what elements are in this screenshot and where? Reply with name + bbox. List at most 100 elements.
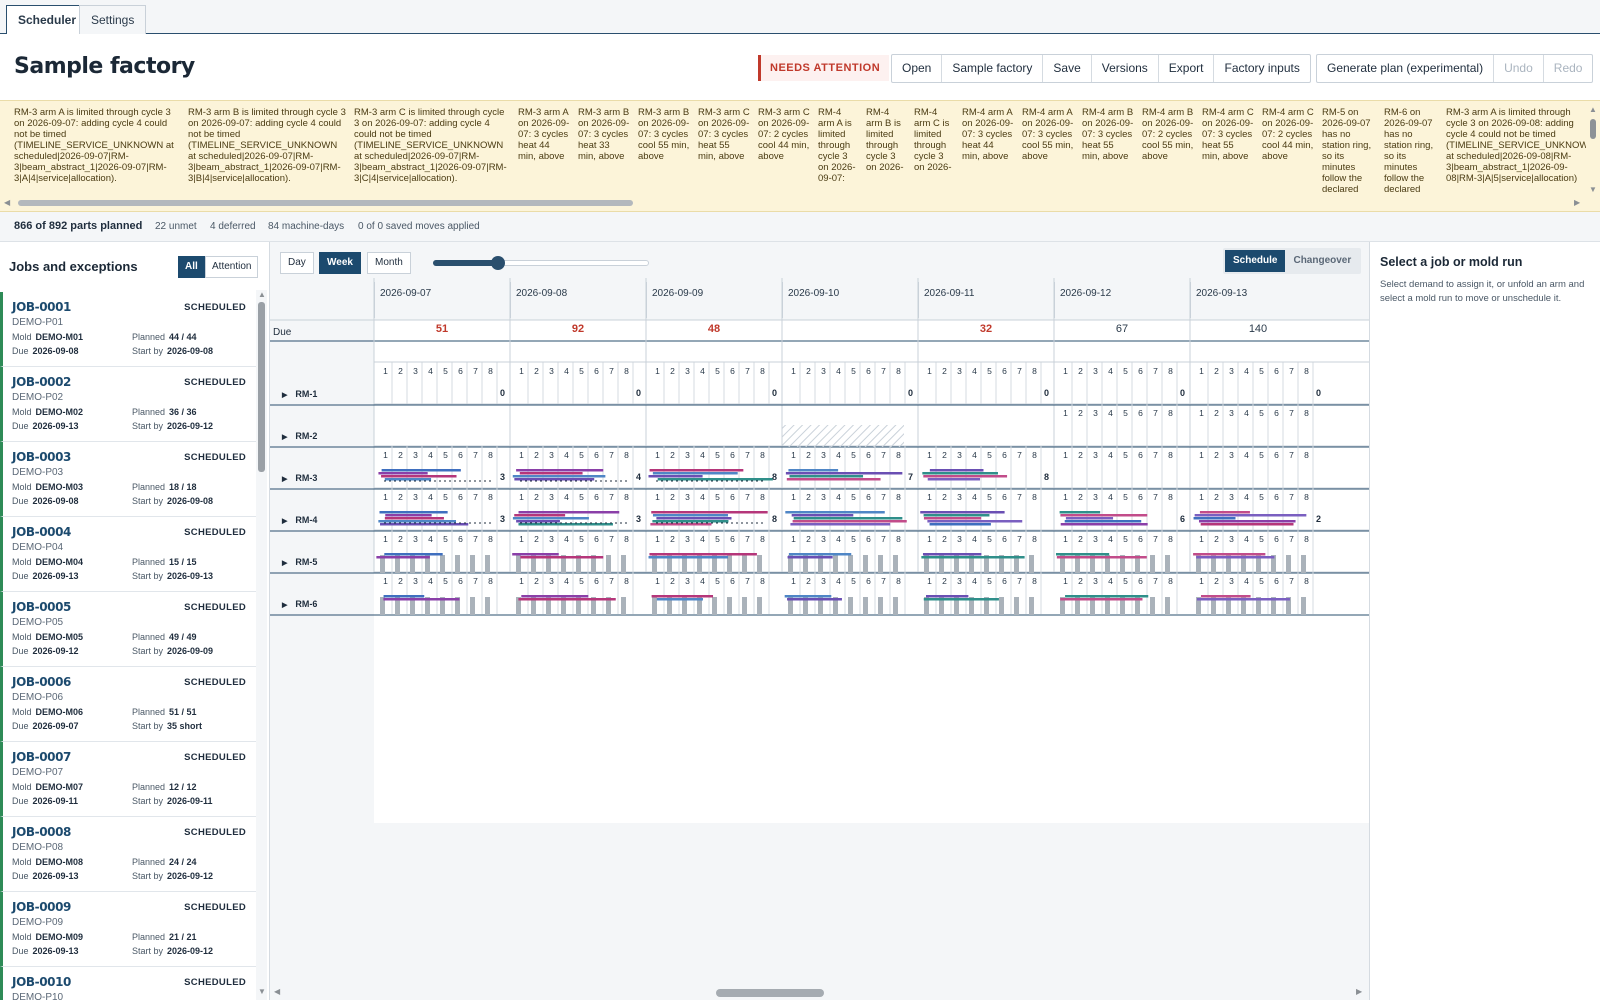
undo-button[interactable]: Undo <box>1494 55 1544 82</box>
machine-row-label[interactable]: ▶ RM-6 <box>282 599 317 609</box>
open-button[interactable]: Open <box>892 55 943 82</box>
gantt-horizontal-scrollbar[interactable]: ◀ ▶ <box>270 984 1369 1000</box>
arm-number: 7 <box>473 576 478 586</box>
scroll-down-icon[interactable]: ▼ <box>1589 185 1597 194</box>
scroll-thumb[interactable] <box>1590 119 1596 139</box>
job-card[interactable]: JOB-0010 SCHEDULED DEMO-P10 <box>0 967 256 1000</box>
machine-row-label[interactable]: ▶ RM-2 <box>282 431 317 441</box>
tab-scheduler[interactable]: Scheduler <box>6 5 89 35</box>
job-card[interactable]: JOB-0008 SCHEDULED DEMO-P08 Mold DEMO-M08… <box>0 817 256 892</box>
arm-number: 2 <box>398 366 403 376</box>
arm-number: 1 <box>927 576 932 586</box>
warning-message: RM-3 arm A is limited through cycle 3 on… <box>14 107 174 184</box>
mold-run-bar <box>652 472 738 475</box>
arm-number: 4 <box>1244 366 1249 376</box>
job-card[interactable]: JOB-0006 SCHEDULED DEMO-P06 Mold DEMO-M06… <box>0 667 256 742</box>
cycle-block <box>667 555 672 573</box>
warning-message: RM-5 on 2026-09-07 has no station ring, … <box>1322 107 1372 195</box>
job-card[interactable]: JOB-0002 SCHEDULED DEMO-P02 Mold DEMO-M02… <box>0 367 256 442</box>
arm-number: 6 <box>1002 366 1007 376</box>
arm-number: 8 <box>1168 450 1173 460</box>
scroll-right-icon[interactable]: ▶ <box>1574 198 1581 207</box>
arm-number: 1 <box>1199 366 1204 376</box>
expand-icon[interactable]: ▶ <box>282 476 288 483</box>
zoom-day-button[interactable]: Day <box>280 252 314 274</box>
arm-number: 2 <box>1214 450 1219 460</box>
tab-settings[interactable]: Settings <box>79 5 147 34</box>
job-mold: Mold DEMO-M09 <box>12 932 83 942</box>
cycle-block <box>531 555 536 573</box>
schedule-view-button[interactable]: Schedule <box>1225 250 1286 272</box>
scroll-thumb[interactable] <box>258 302 265 472</box>
expand-icon[interactable]: ▶ <box>282 518 288 525</box>
arm-number: 7 <box>1289 576 1294 586</box>
field-value: DEMO-M06 <box>35 707 84 717</box>
scroll-left-icon[interactable]: ◀ <box>4 198 11 207</box>
filter-attention-button[interactable]: Attention <box>205 256 259 278</box>
factory-inputs-button[interactable]: Factory inputs <box>1224 61 1300 75</box>
arm-number: 8 <box>488 534 493 544</box>
expand-icon[interactable]: ▶ <box>282 602 288 609</box>
scroll-up-icon[interactable]: ▲ <box>1589 105 1597 114</box>
versions-button[interactable]: Versions <box>1092 55 1159 82</box>
arm-number: 7 <box>1289 534 1294 544</box>
job-card[interactable]: JOB-0009 SCHEDULED DEMO-P09 Mold DEMO-M09… <box>0 892 256 967</box>
arm-number: 3 <box>1229 492 1234 502</box>
machine-row-label[interactable]: ▶ RM-1 <box>282 389 317 399</box>
arm-number: 3 <box>685 576 690 586</box>
mold-run-bar <box>787 556 833 559</box>
machine-row-label[interactable]: ▶ RM-4 <box>282 515 317 525</box>
generate-plan-button[interactable]: Generate plan (experimental) <box>1317 55 1495 82</box>
job-card[interactable]: JOB-0004 SCHEDULED DEMO-P04 Mold DEMO-M04… <box>0 517 256 592</box>
field-label: Mold <box>12 407 32 417</box>
arm-number: 5 <box>443 534 448 544</box>
scroll-up-icon[interactable]: ▲ <box>258 290 266 299</box>
scroll-right-icon[interactable]: ▶ <box>1356 987 1363 996</box>
arm-number: 2 <box>942 450 947 460</box>
arm-number: 7 <box>609 534 614 544</box>
expand-icon[interactable]: ▶ <box>282 392 288 399</box>
cycle-block <box>1014 555 1019 573</box>
redo-button[interactable]: Redo <box>1553 61 1583 75</box>
arm-number: 7 <box>609 450 614 460</box>
expand-icon[interactable]: ▶ <box>282 434 288 441</box>
arm-number: 2 <box>534 450 539 460</box>
cycle-block <box>455 597 460 615</box>
scroll-thumb[interactable] <box>18 200 633 206</box>
filter-all-button[interactable]: All <box>178 256 205 278</box>
warnings-vertical-scrollbar[interactable]: ▲ ▼ <box>1588 105 1598 197</box>
jobs-panel: Jobs and exceptions All Attention JOB-00… <box>0 242 270 1000</box>
zoom-slider-handle[interactable] <box>491 256 505 270</box>
warnings-horizontal-scrollbar[interactable]: ◀ ▶ <box>0 197 1588 209</box>
job-card[interactable]: JOB-0005 SCHEDULED DEMO-P05 Mold DEMO-M05… <box>0 592 256 667</box>
scroll-thumb[interactable] <box>716 989 824 997</box>
machine-row-label[interactable]: ▶ RM-3 <box>282 473 317 483</box>
expand-icon[interactable]: ▶ <box>282 560 288 567</box>
zoom-week-button[interactable]: Week <box>319 252 361 274</box>
save-button[interactable]: Save <box>1043 55 1092 82</box>
export-button[interactable]: Export <box>1159 55 1215 82</box>
job-card[interactable]: JOB-0001 SCHEDULED DEMO-P01 Mold DEMO-M01… <box>0 292 256 367</box>
warning-message: RM-3 arm C is limited through cycle 3 on… <box>354 107 507 184</box>
cycle-block <box>893 597 898 615</box>
scroll-left-icon[interactable]: ◀ <box>274 987 281 996</box>
job-mold: Mold DEMO-M01 <box>12 332 83 342</box>
due-row-label: Due <box>273 327 292 338</box>
arm-number: 2 <box>534 576 539 586</box>
job-card[interactable]: JOB-0003 SCHEDULED DEMO-P03 Mold DEMO-M03… <box>0 442 256 517</box>
job-card[interactable]: JOB-0007 SCHEDULED DEMO-P07 Mold DEMO-M07… <box>0 742 256 817</box>
arm-number: 1 <box>1199 576 1204 586</box>
plan-summary: 866 of 892 parts planned 22 unmet 4 defe… <box>0 212 1600 242</box>
mold-run-bar <box>920 511 1005 514</box>
arm-number: 5 <box>715 450 720 460</box>
field-value: 2026-09-12 <box>167 871 214 881</box>
cycle-block <box>712 555 717 573</box>
factory-name-button[interactable]: Sample factory <box>942 55 1044 82</box>
zoom-month-button[interactable]: Month <box>367 252 411 274</box>
jobs-scrollbar[interactable]: ▲ ▼ <box>256 290 267 1000</box>
changeover-view-button[interactable]: Changeover <box>1293 255 1352 266</box>
machine-row-label[interactable]: ▶ RM-5 <box>282 557 317 567</box>
arm-number: 2 <box>1214 366 1219 376</box>
field-label: Planned <box>132 332 166 342</box>
scroll-down-icon[interactable]: ▼ <box>258 987 266 996</box>
